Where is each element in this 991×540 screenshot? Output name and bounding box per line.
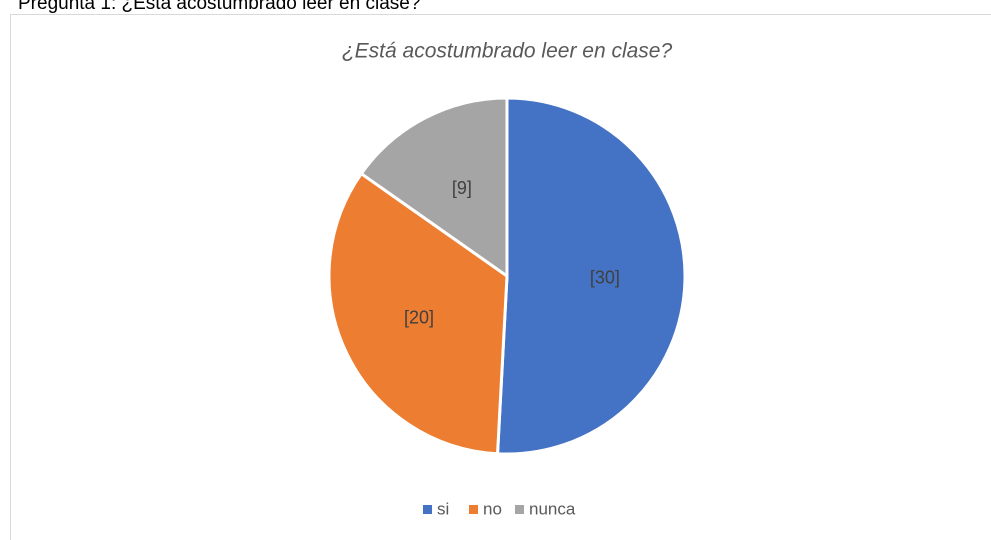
pie-slice	[327, 171, 509, 456]
data-label: [30]	[590, 267, 620, 287]
chart-border	[10, 14, 991, 540]
legend-swatch	[423, 505, 432, 514]
legend-label: no	[483, 499, 502, 518]
legend-swatch	[515, 505, 524, 514]
pie-slice	[359, 96, 509, 279]
chart-title: ¿Está acostumbrado leer en clase?	[342, 40, 673, 63]
legend-swatch	[469, 505, 478, 514]
data-label: [20]	[404, 308, 434, 328]
legend-label: si	[437, 499, 449, 518]
data-label: [9]	[452, 178, 472, 198]
heading: Pregunta 1: ¿Está acostumbrado leer en c…	[18, 0, 420, 14]
pie-slice	[495, 96, 687, 456]
legend-label: nunca	[529, 499, 576, 518]
